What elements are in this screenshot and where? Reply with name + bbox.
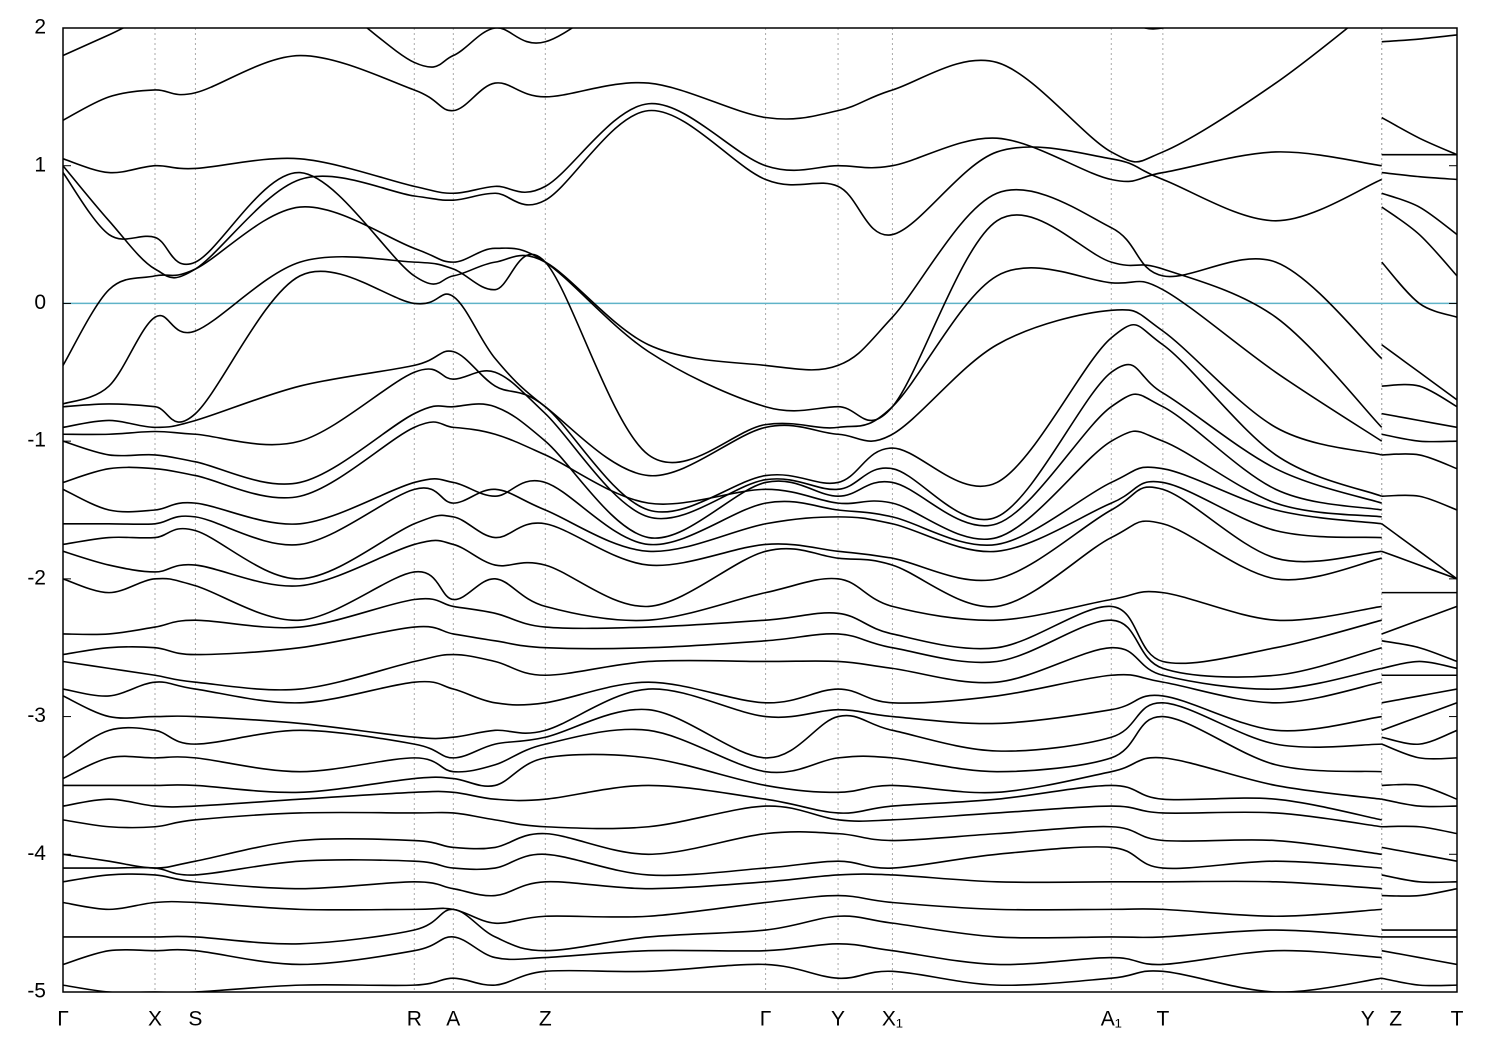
- band-line: [63, 571, 1457, 635]
- band-line: [63, 109, 1457, 279]
- band-line: [63, 28, 1457, 163]
- y-tick-label: -2: [27, 566, 46, 589]
- band-line: [63, 894, 1457, 931]
- x-tick-label: T: [1156, 1008, 1169, 1031]
- x-tick-label: Y: [1361, 1008, 1375, 1031]
- band-line: [63, 171, 1457, 371]
- band-line: [63, 673, 1457, 706]
- y-tick-label: -1: [27, 429, 46, 452]
- band-line: [63, 486, 1457, 582]
- band-line: [63, 206, 1457, 428]
- bands: [63, 28, 1457, 992]
- y-tick-label: 0: [34, 291, 46, 314]
- band-line: [63, 597, 1457, 665]
- y-tick-label: -4: [27, 842, 46, 865]
- band-line: [63, 421, 1457, 540]
- band-line: [63, 908, 1457, 952]
- y-tick-label: 1: [34, 153, 46, 176]
- x-tick-label: X₁: [882, 1008, 903, 1031]
- band-line: [63, 825, 1457, 869]
- x-tick-label: Γ: [57, 1008, 69, 1031]
- band-line: [63, 28, 1457, 68]
- x-tick-label: A₁: [1101, 1008, 1122, 1031]
- y-tick-label: 2: [34, 16, 46, 39]
- band-line: [63, 480, 1457, 580]
- y-tick-label: -3: [27, 704, 46, 727]
- band-line: [63, 963, 1457, 992]
- band-line: [63, 936, 1457, 966]
- band-line: [63, 393, 1457, 539]
- band-line: [63, 253, 1457, 464]
- band-line: [63, 363, 1457, 521]
- band-line: [63, 466, 1457, 547]
- grid: [62, 28, 1458, 992]
- x-tick-label: Γ: [760, 1008, 772, 1031]
- x-tick-label: T: [1451, 1008, 1464, 1031]
- band-line: [63, 701, 1457, 759]
- x-tick-label: Z: [1389, 1008, 1402, 1031]
- x-tick-label: R: [407, 1008, 422, 1031]
- band-line: [63, 324, 1457, 513]
- band-line: [63, 270, 1457, 477]
- band-line: [63, 715, 1457, 780]
- band-line: [63, 753, 1457, 800]
- band-line: [63, 619, 1457, 678]
- band-line: [63, 520, 1457, 608]
- x-tick-label: Z: [539, 1008, 552, 1031]
- x-tick-label: X: [148, 1008, 162, 1031]
- band-line: [63, 805, 1457, 835]
- x-tick-label: S: [188, 1008, 202, 1031]
- plot-frame: [62, 27, 1458, 993]
- band-line: [63, 688, 1457, 740]
- x-tick-label: Y: [831, 1008, 845, 1031]
- band-line: [63, 846, 1457, 884]
- band-line: [63, 784, 1457, 821]
- y-tick-label: -5: [27, 980, 46, 1003]
- band-line: [63, 873, 1457, 897]
- band-line: [63, 102, 1457, 195]
- band-line: [63, 646, 1457, 691]
- x-tick-label: A: [446, 1008, 460, 1031]
